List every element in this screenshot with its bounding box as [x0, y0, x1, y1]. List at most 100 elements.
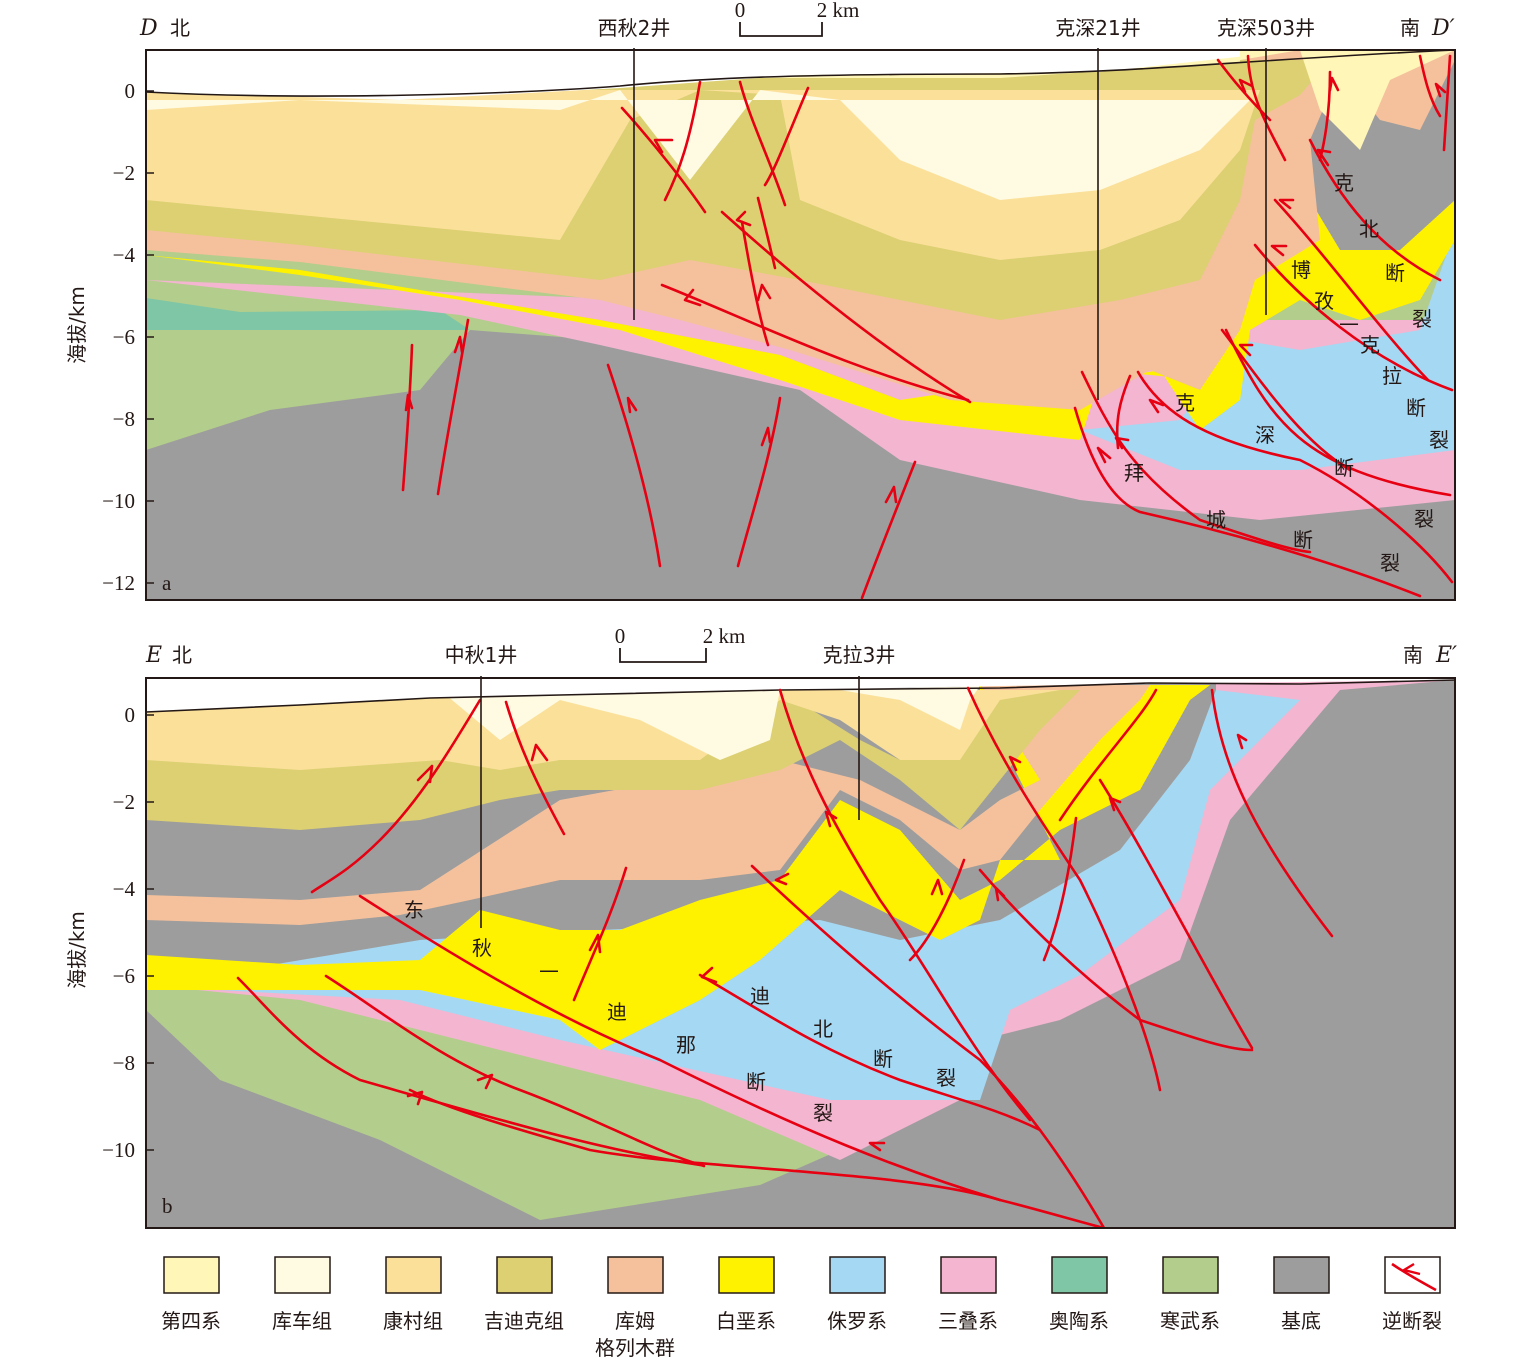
svg-text:裂: 裂	[1429, 428, 1449, 452]
svg-text:克: 克	[1175, 391, 1195, 415]
svg-text:—: —	[1339, 311, 1359, 335]
kuche-layer-2	[840, 686, 980, 730]
scale-bar: 0 2 km	[615, 624, 746, 663]
svg-text:拜: 拜	[1124, 461, 1144, 485]
section-start-label: E	[145, 643, 162, 668]
panel-a-fault-arrows	[404, 76, 1447, 504]
legend-label-line2: 格列木群	[595, 1336, 675, 1360]
fault-arrow-icon	[1400, 1262, 1421, 1276]
well-label: 克拉3井	[823, 643, 896, 667]
legend-item: 第四系	[161, 1256, 221, 1333]
kangcun-layer	[146, 690, 1060, 770]
svg-text:康村组: 康村组	[383, 1309, 443, 1333]
y-tick-label: 0	[125, 79, 136, 103]
svg-text:第四系: 第四系	[161, 1309, 221, 1333]
sky-above-surface	[146, 50, 1300, 100]
svg-text:拉: 拉	[1382, 364, 1402, 388]
reverse-fault-icon	[1391, 1262, 1437, 1292]
panel-b-faults	[236, 686, 1334, 1228]
svg-text:断: 断	[1385, 261, 1405, 285]
well-label: 西秋2井	[598, 16, 671, 40]
svg-text:裂: 裂	[1414, 507, 1434, 531]
panel-b-header: E 北 中秋1井 克拉3井 南 E′ 0 2 km b	[145, 624, 1457, 1218]
cretaceous-layer	[146, 200, 1455, 440]
svg-text:断: 断	[1406, 396, 1426, 420]
panel-a: 0 −2 −4 −6 −8 −10 −12 海拔/km D 北 西秋2井 克深2…	[65, 0, 1456, 601]
svg-text:断: 断	[1334, 456, 1354, 480]
quaternary-south-patch	[1240, 50, 1455, 150]
legend-item: 侏罗系	[827, 1256, 887, 1333]
svg-text:2 km: 2 km	[703, 624, 746, 648]
panel-b-strata	[146, 678, 1455, 1228]
svg-text:孜: 孜	[1314, 289, 1334, 313]
ordovician-layer	[146, 298, 470, 330]
svg-text:白垩系: 白垩系	[716, 1309, 776, 1333]
svg-text:城: 城	[1206, 508, 1226, 532]
legend-item: 白垩系	[716, 1256, 776, 1333]
panel-a-faults	[401, 54, 1454, 600]
svg-text:基底: 基底	[1281, 1309, 1321, 1333]
svg-text:寒武系: 寒武系	[1160, 1309, 1220, 1333]
svg-text:那: 那	[676, 1033, 696, 1057]
y-axis-title: 海拔/km	[65, 911, 89, 989]
y-tick-label: −2	[113, 161, 135, 185]
svg-text:0: 0	[735, 0, 746, 22]
panel-tag: a	[162, 571, 172, 595]
y-tick-label: −2	[113, 790, 135, 814]
surface-line	[146, 50, 1455, 97]
jurassic-layer	[146, 690, 1300, 1100]
well-label: 克深21井	[1055, 16, 1140, 40]
legend-item: 三叠系	[938, 1256, 998, 1333]
panel-b-y-axis: 0 −2 −4 −6 −8 −10 海拔/km	[65, 703, 154, 1162]
panel-a-strata	[146, 50, 1455, 600]
svg-text:克: 克	[1334, 171, 1354, 195]
svg-text:吉迪克组: 吉迪克组	[484, 1309, 564, 1333]
svg-text:三叠系: 三叠系	[938, 1309, 998, 1333]
svg-text:逆断裂: 逆断裂	[1382, 1309, 1442, 1333]
legend-item: 奥陶系	[1049, 1256, 1109, 1333]
legend-item: 逆断裂	[1382, 1256, 1442, 1333]
svg-text:断: 断	[1293, 528, 1313, 552]
scale-bar: 0 2 km	[735, 0, 859, 37]
svg-text:侏罗系: 侏罗系	[827, 1309, 887, 1333]
panel-b-frame	[145, 677, 1456, 1229]
y-tick-label: −6	[113, 325, 135, 349]
svg-text:奥陶系: 奥陶系	[1049, 1309, 1109, 1333]
svg-text:迪: 迪	[607, 1000, 627, 1024]
y-tick-label: −10	[102, 1138, 135, 1162]
panel-b: 0 −2 −4 −6 −8 −10 海拔/km E 北 中秋1井 克拉3井 南 …	[65, 624, 1457, 1229]
north-label: 北	[170, 16, 190, 40]
legend-item: 库姆 格列木群	[595, 1256, 675, 1360]
y-tick-label: −4	[113, 877, 136, 901]
section-end-label: E′	[1435, 643, 1457, 668]
kumugeliemu-layer	[146, 685, 1150, 925]
svg-text:—: —	[539, 958, 559, 982]
svg-text:裂: 裂	[813, 1101, 833, 1125]
y-tick-label: −8	[113, 407, 135, 431]
sky-above-surface	[146, 678, 1455, 712]
svg-text:博: 博	[1291, 258, 1311, 282]
cambrian-layer	[146, 990, 840, 1220]
svg-text:迪: 迪	[750, 984, 770, 1008]
legend-item: 寒武系	[1160, 1256, 1220, 1333]
y-tick-label: −4	[113, 243, 136, 267]
panel-tag: b	[162, 1194, 173, 1218]
legend-item: 吉迪克组	[484, 1256, 564, 1333]
legend-item: 康村组	[383, 1256, 443, 1333]
panel-b-fault-arrows	[406, 733, 1248, 1152]
y-tick-label: 0	[125, 703, 136, 727]
svg-text:库车组: 库车组	[272, 1309, 332, 1333]
panel-a-y-axis: 0 −2 −4 −6 −8 −10 −12 海拔/km	[65, 79, 154, 595]
section-end-label: D′	[1431, 16, 1455, 41]
triassic-layer	[146, 678, 1455, 1160]
legend-label-line1: 库姆	[615, 1309, 655, 1333]
panel-b-wells	[480, 676, 860, 928]
well-label: 中秋1井	[445, 643, 518, 667]
legend: 第四系 库车组 康村组 吉迪克组 库姆 格列木群 白垩系 侏罗系	[161, 1256, 1442, 1360]
y-tick-label: −8	[113, 1051, 135, 1075]
jurassic-layer	[1080, 230, 1455, 470]
svg-text:北: 北	[813, 1017, 833, 1041]
section-start-label: D	[139, 16, 158, 41]
kuche-layer	[146, 90, 1250, 200]
svg-text:深: 深	[1255, 423, 1275, 447]
